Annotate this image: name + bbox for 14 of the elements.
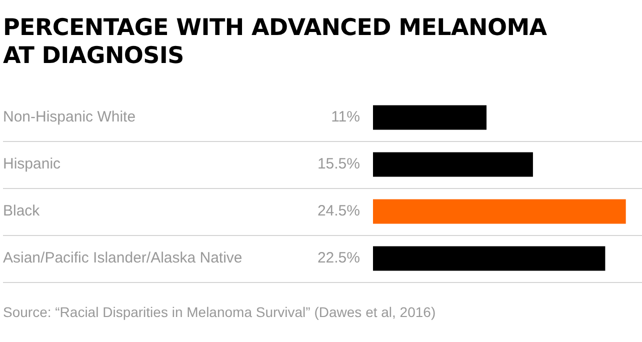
y-tick-label: Hispanic [3,156,62,173]
source-note: Source: “Racial Disparities in Melanoma Survival” (Dawes et al, 2016) [3,304,436,320]
data-label: 11% [331,108,360,126]
bar [373,199,626,224]
y-tick-label: Black [3,202,40,220]
data-label: 15.5% [317,156,360,173]
data-label: 24.5% [317,202,360,220]
chart-title: PERCENTAGE WITH ADVANCED MELANOMA AT DIAGNOSIS [3,14,548,70]
data-label: 22.5% [317,250,360,267]
y-tick-label: Non-Hispanic White [3,108,136,126]
bar [373,105,487,130]
bar [373,152,533,177]
bar [373,246,606,271]
y-tick-label: Asian/Pacific Islander/Alaska Native [3,250,242,267]
